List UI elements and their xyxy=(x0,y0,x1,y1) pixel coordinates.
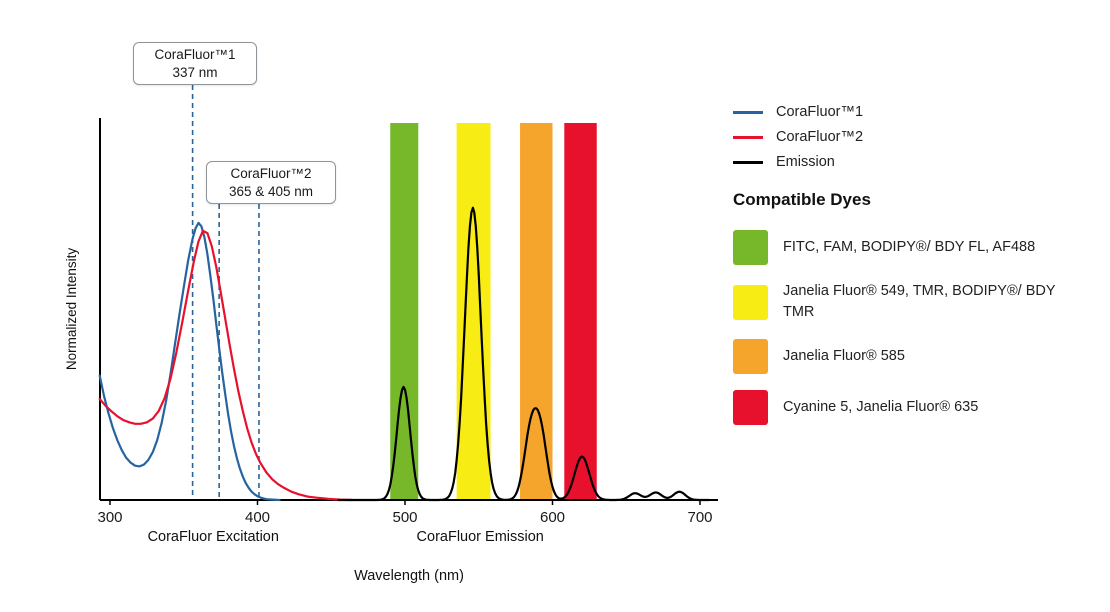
axis-group-label-2: CoraFluor Emission xyxy=(417,529,544,545)
legend-label: CoraFluor™2 xyxy=(776,129,864,145)
corafluor1-line-swatch xyxy=(733,110,763,114)
emission-line-swatch xyxy=(733,160,763,164)
dye-item-yellow: Janelia Fluor® 549, TMR, BODIPY®/ BDY TM… xyxy=(733,281,1103,323)
legend-label: Emission xyxy=(776,154,835,170)
band-red xyxy=(564,123,597,500)
green-dye-swatch xyxy=(733,230,768,265)
annotation-corafluor1-title: CoraFluor™1 xyxy=(154,47,236,62)
band-orange xyxy=(520,123,553,500)
x-tick-label: 700 xyxy=(687,509,712,526)
annotation-corafluor2-value: 365 & 405 nm xyxy=(228,183,314,199)
dye-label: FITC, FAM, BODIPY®/ BDY FL, AF488 xyxy=(783,238,1036,255)
excitation-curve-2 xyxy=(98,229,353,502)
excitation-curve-1 xyxy=(98,221,281,502)
dye-label: Cyanine 5, Janelia Fluor® 635 xyxy=(783,399,979,416)
series-legend: CoraFluor™1 CoraFluor™2 Emission xyxy=(733,104,1103,170)
y-axis-title: Normalized Intensity xyxy=(64,248,79,371)
annotation-corafluor1: CoraFluor™1 337 nm xyxy=(133,42,257,86)
legend-label: CoraFluor™1 xyxy=(776,104,864,120)
annotation-corafluor2: CoraFluor™2 365 & 405 nm xyxy=(206,161,336,205)
dye-label: Janelia Fluor® 549, TMR, BODIPY®/ BDY TM… xyxy=(783,283,1056,321)
legend-item-corafluor2: CoraFluor™2 xyxy=(733,129,1103,145)
x-tick-label: 300 xyxy=(97,509,122,526)
corafluor2-line-swatch xyxy=(733,135,763,139)
legend-item-emission: Emission xyxy=(733,154,1103,170)
emission-curve xyxy=(337,206,710,502)
annotation-corafluor1-value: 337 nm xyxy=(172,64,218,80)
annotation-corafluor2-title: CoraFluor™2 xyxy=(230,166,312,181)
orange-dye-swatch xyxy=(733,339,768,375)
x-tick-label: 400 xyxy=(245,509,270,526)
dye-item-green: FITC, FAM, BODIPY®/ BDY FL, AF488 xyxy=(733,230,1103,265)
dye-label: Janelia Fluor® 585 xyxy=(783,348,905,365)
dye-item-orange: Janelia Fluor® 585 xyxy=(733,339,1103,375)
x-tick-label: 500 xyxy=(392,509,417,526)
x-tick-label: 600 xyxy=(540,509,565,526)
compatible-dyes-list: FITC, FAM, BODIPY®/ BDY FL, AF488 Janeli… xyxy=(733,230,1103,426)
legend-panel: CoraFluor™1 CoraFluor™2 Emission Compati… xyxy=(733,104,1103,441)
axis-group-label-1: CoraFluor Excitation xyxy=(148,529,279,545)
red-dye-swatch xyxy=(733,390,768,426)
yellow-dye-swatch xyxy=(733,284,768,320)
band-green xyxy=(390,123,419,500)
band-yellow xyxy=(456,123,491,500)
legend-item-corafluor1: CoraFluor™1 xyxy=(733,104,1103,120)
x-axis-title: Wavelength (nm) xyxy=(354,568,464,584)
dye-item-red: Cyanine 5, Janelia Fluor® 635 xyxy=(733,390,1103,426)
compatible-dyes-heading: Compatible Dyes xyxy=(733,190,871,209)
